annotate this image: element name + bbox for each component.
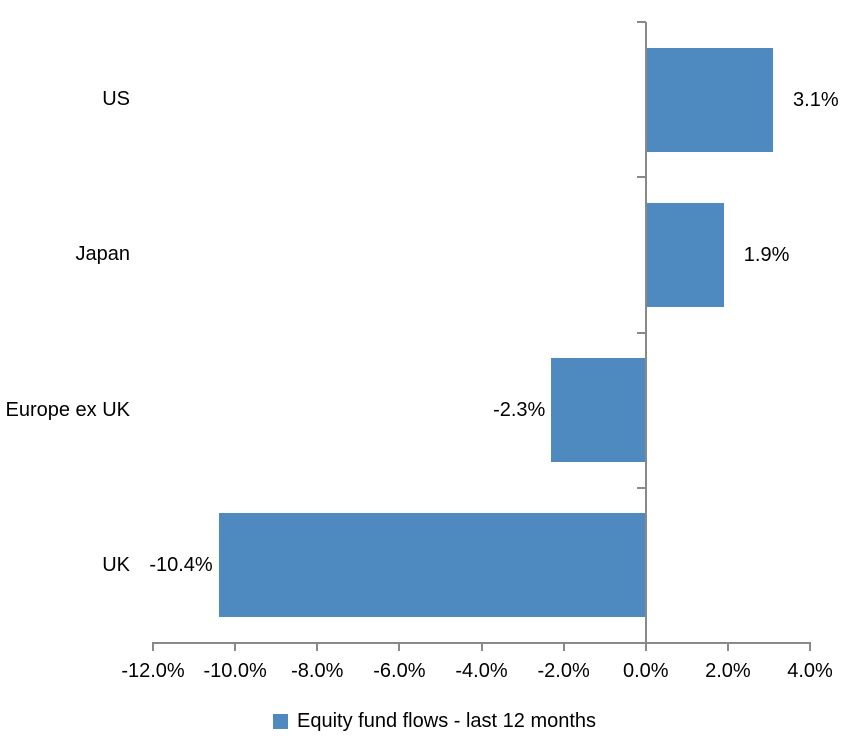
x-axis-tick — [726, 642, 729, 651]
x-axis-tick-label: 0.0% — [622, 660, 669, 682]
data-label: -2.3% — [493, 399, 546, 422]
category-label: Europe ex UK — [5, 398, 130, 421]
category-label: UK — [102, 553, 130, 576]
x-axis-tick-label: -8.0% — [291, 660, 344, 682]
x-axis-tick-label: -10.0% — [203, 660, 267, 682]
x-axis-tick-label: 2.0% — [705, 660, 751, 682]
category-axis-tick — [636, 176, 646, 179]
x-axis-tick — [562, 642, 565, 651]
bar-uk — [218, 513, 646, 618]
x-axis-tick — [398, 642, 401, 651]
x-axis-tick — [234, 642, 237, 651]
data-label: 3.1% — [793, 88, 839, 111]
zero-axis-line — [644, 22, 647, 644]
bar-us — [645, 47, 774, 152]
bar-japan — [645, 202, 724, 307]
category-axis-tick — [636, 642, 646, 644]
legend-label: Equity fund flows - last 12 months — [297, 709, 597, 732]
bar-europe-ex-uk — [551, 358, 646, 463]
plot-area: 3.1% 1.9% -2.3% -10.4% -12.0% -10.0% -8.0% -6.0… — [121, 21, 839, 682]
x-axis-tick-label: -4.0% — [455, 660, 508, 682]
category-axis-tick — [636, 486, 646, 489]
x-axis-tick — [152, 642, 154, 651]
x-axis-tick — [644, 642, 647, 651]
x-axis-tick-label: 4.0% — [787, 660, 833, 682]
x-axis-tick-label: -12.0% — [121, 660, 185, 682]
category-axis-tick — [636, 331, 646, 334]
x-axis-tick — [809, 642, 811, 651]
data-label: -10.4% — [149, 554, 213, 577]
category-axis-tick — [636, 21, 646, 23]
legend: Equity fund flows - last 12 months — [273, 708, 596, 734]
category-label: US — [102, 88, 130, 111]
data-label: 1.9% — [743, 243, 790, 266]
x-axis-tick-label: -2.0% — [537, 660, 590, 682]
category-label: Japan — [75, 243, 131, 266]
legend-swatch-icon — [273, 713, 288, 729]
x-axis-tick — [316, 642, 319, 651]
x-axis-tick — [480, 642, 483, 651]
x-axis-tick-label: -6.0% — [373, 660, 426, 682]
